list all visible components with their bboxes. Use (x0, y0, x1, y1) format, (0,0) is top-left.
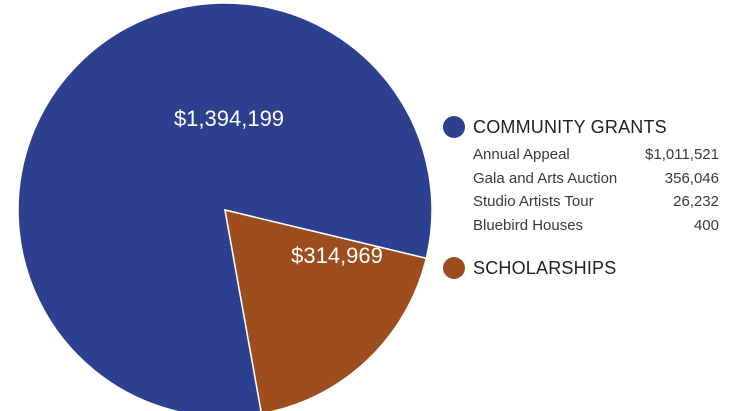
legend-group-community-grants: COMMUNITY GRANTS Annual Appeal $1,011,52… (443, 114, 743, 237)
legend-item: Gala and Arts Auction 356,046 (473, 167, 719, 191)
legend-item: Annual Appeal $1,011,521 (473, 143, 719, 167)
pie-slice-label: $314,969 (291, 243, 383, 268)
legend-item-value: 26,232 (673, 193, 719, 210)
legend-item-list: Annual Appeal $1,011,521 Gala and Arts A… (473, 143, 743, 237)
legend-item-value: 356,046 (664, 169, 719, 187)
legend-group-scholarships: SCHOLARSHIPS (443, 255, 743, 281)
legend-item-value: 400 (693, 216, 719, 234)
legend: COMMUNITY GRANTS Annual Appeal $1,011,52… (443, 114, 743, 299)
legend-item-value: $1,011,521 (645, 146, 719, 163)
legend-header: SCHOLARSHIPS (443, 255, 743, 281)
legend-item: Studio Artists Tour 26,232 (473, 190, 719, 214)
legend-swatch-community-grants (443, 116, 465, 138)
legend-header: COMMUNITY GRANTS (443, 114, 743, 140)
pie-chart: $1,394,199 $314,969 (17, 2, 433, 411)
legend-swatch-scholarships (443, 257, 465, 279)
legend-title-community-grants: COMMUNITY GRANTS (473, 116, 667, 137)
legend-item-label: Gala and Arts Auction (473, 169, 618, 187)
pie-slice-label: $1,394,199 (174, 106, 284, 131)
pie-slice-scholarships (224, 209, 428, 411)
pie-slice-community-grants (17, 2, 433, 411)
legend-item: Bluebird Houses 400 (473, 214, 719, 238)
legend-item-label: Bluebird Houses (473, 216, 584, 234)
legend-item-label: Annual Appeal (473, 146, 570, 163)
legend-title-scholarships: SCHOLARSHIPS (473, 257, 617, 278)
legend-item-label: Studio Artists Tour (473, 193, 594, 210)
